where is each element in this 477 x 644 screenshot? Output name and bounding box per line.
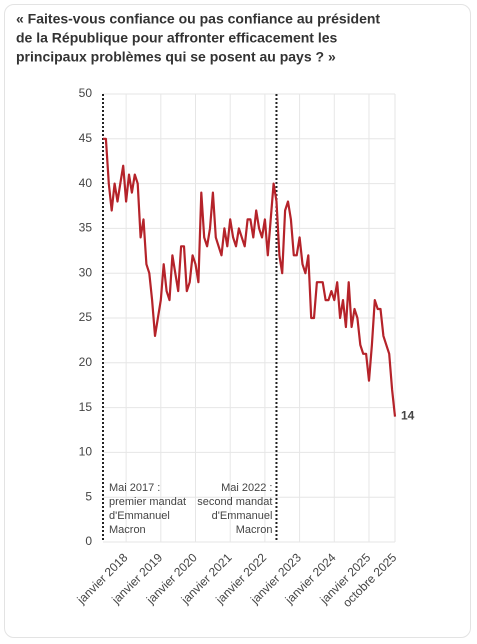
annotation-text: Mai 2017 :: [109, 482, 160, 494]
y-tick-label: 15: [79, 400, 93, 414]
y-tick-label: 50: [79, 86, 93, 100]
y-tick-label: 35: [79, 221, 93, 235]
annotation-text: d'Emmanuel: [109, 510, 170, 522]
annotation-text: Mai 2022 :: [221, 482, 272, 494]
annotation-text: d'Emmanuel: [212, 510, 273, 522]
annotation-text: Macron: [109, 524, 146, 536]
chart-title: principaux problèmes qui se posent au pa…: [16, 49, 336, 65]
y-tick-label: 20: [79, 355, 93, 369]
y-tick-label: 10: [79, 445, 93, 459]
y-tick-label: 45: [79, 131, 93, 145]
end-value-label: 14: [401, 409, 415, 423]
y-tick-label: 30: [79, 265, 93, 279]
y-tick-label: 0: [85, 534, 92, 548]
y-tick-label: 5: [85, 489, 92, 503]
annotation-text: second mandat: [197, 496, 272, 508]
annotation-text: Macron: [236, 524, 273, 536]
annotation-text: premier mandat: [109, 496, 186, 508]
line-series: [103, 137, 397, 417]
y-tick-label: 25: [79, 310, 93, 324]
chart-title: « Faites-vous confiance ou pas confiance…: [16, 11, 380, 27]
chart-title: de la République pour affronter efficace…: [16, 30, 338, 46]
card: [4, 4, 471, 638]
y-tick-label: 40: [79, 176, 93, 190]
